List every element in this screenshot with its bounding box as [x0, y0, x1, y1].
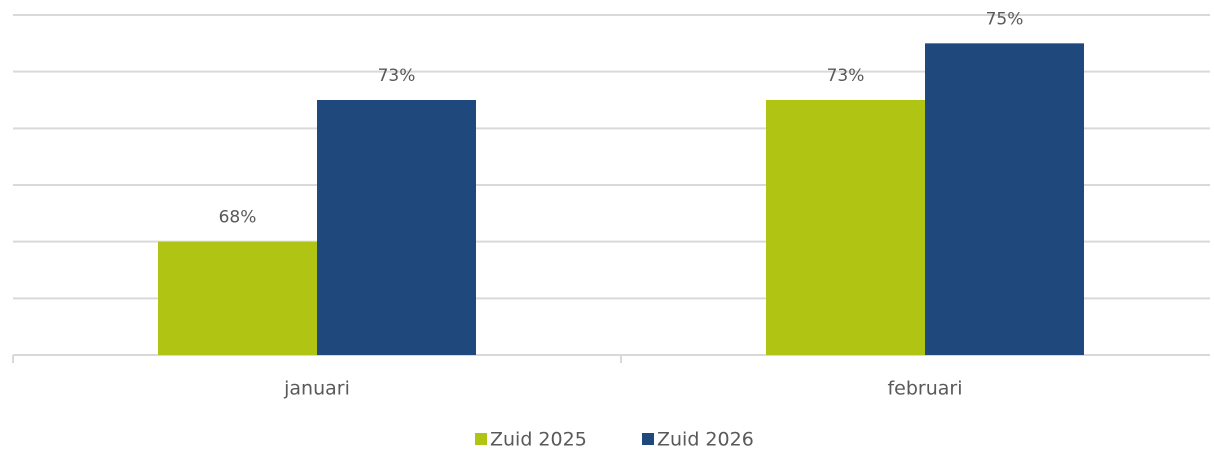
legend-swatch	[475, 433, 487, 445]
bar	[925, 43, 1084, 355]
bar	[158, 241, 317, 355]
bar	[317, 100, 476, 355]
data-label: 68%	[219, 208, 257, 228]
legend-label: Zuid 2026	[657, 429, 754, 451]
x-tick-label: februari	[887, 378, 962, 400]
x-tick-label: januari	[283, 378, 350, 400]
data-label: 73%	[378, 66, 416, 86]
legend-swatch	[642, 433, 654, 445]
data-label: 75%	[986, 9, 1024, 29]
legend-label: Zuid 2025	[490, 429, 587, 451]
data-label: 73%	[827, 66, 865, 86]
bar	[766, 100, 925, 355]
